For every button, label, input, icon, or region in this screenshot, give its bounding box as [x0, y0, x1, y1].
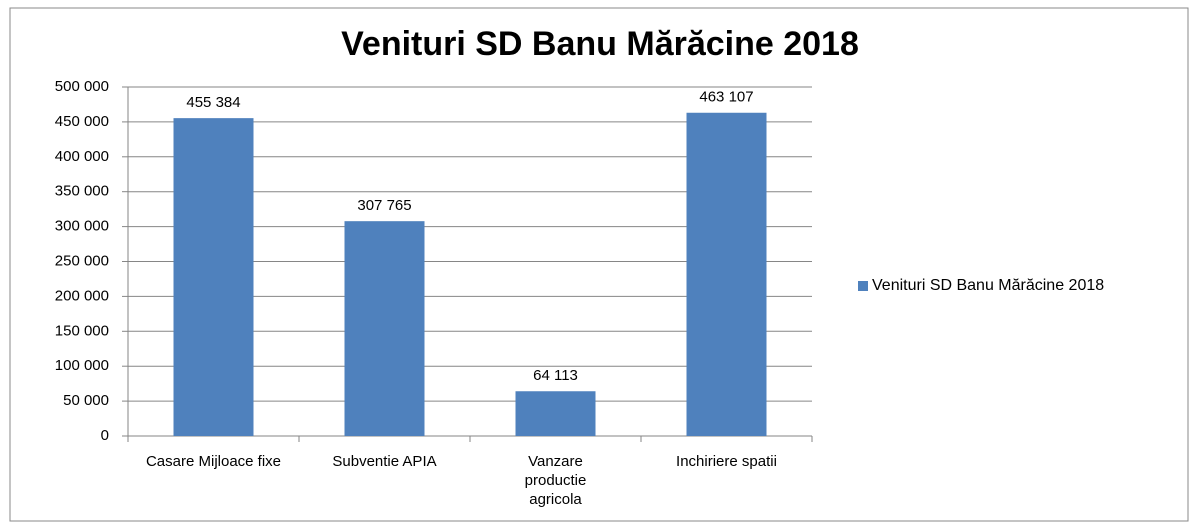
- y-tick-label: 300 000: [55, 218, 109, 235]
- data-label: 455 384: [186, 94, 240, 111]
- data-label: 64 113: [533, 367, 578, 384]
- y-tick-label: 100 000: [55, 357, 109, 374]
- x-tick-label: Inchiriere spatii: [676, 453, 777, 470]
- legend: Venituri SD Banu Mărăcine 2018: [858, 276, 1158, 295]
- legend-swatch: [858, 281, 868, 291]
- y-tick-label: 400 000: [55, 148, 109, 165]
- data-label: 307 765: [357, 197, 411, 214]
- y-tick-label: 200 000: [55, 287, 109, 304]
- y-tick-label: 350 000: [55, 183, 109, 200]
- x-tick-label: Vanzare productie agricola: [524, 453, 587, 508]
- x-tick-label: Subventie APIA: [332, 453, 437, 470]
- bar: [515, 391, 596, 436]
- bar: [686, 112, 767, 436]
- y-tick-label: 250 000: [55, 252, 109, 269]
- legend-label: Venituri SD Banu Mărăcine 2018: [872, 277, 1105, 294]
- frame: [9, 7, 1189, 522]
- y-tick-label: 0: [101, 427, 109, 444]
- y-tick-label: 450 000: [55, 113, 109, 130]
- y-tick-label: 150 000: [55, 322, 109, 339]
- chart-title: Venituri SD Banu Mărăcine 2018: [341, 25, 859, 63]
- y-tick-label: 50 000: [63, 392, 109, 409]
- y-tick-label: 500 000: [55, 78, 109, 95]
- data-label: 463 107: [699, 89, 753, 106]
- x-tick-label: Casare Mijloace fixe: [145, 453, 282, 470]
- bar: [173, 118, 254, 436]
- bar: [344, 221, 425, 436]
